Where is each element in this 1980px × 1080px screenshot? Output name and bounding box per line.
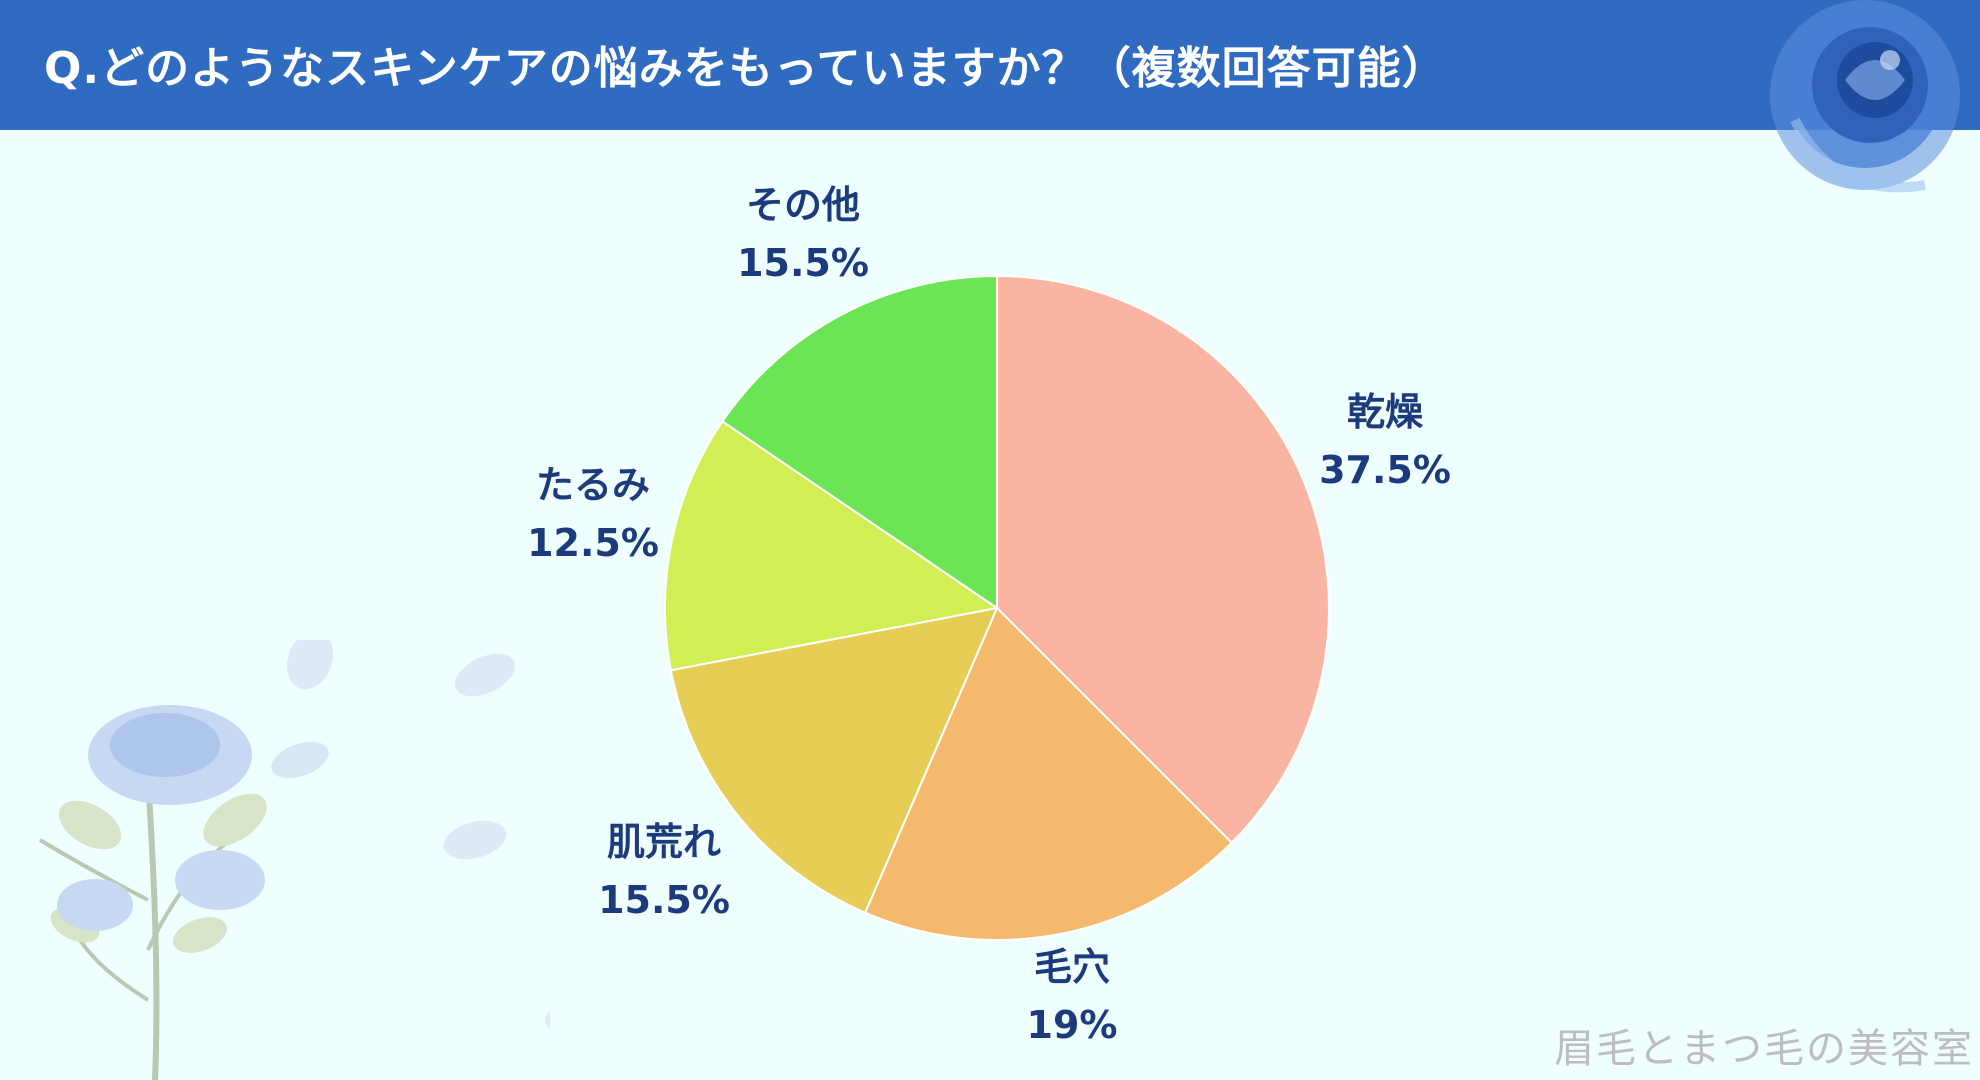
pie-slice-肌荒れ — [669, 606, 999, 915]
pie-slice-毛穴 — [863, 606, 1234, 941]
category-label: たるみ — [535, 463, 650, 507]
value-label: 19% — [1026, 1003, 1118, 1047]
label-毛穴: 毛穴 19% — [1027, 938, 1118, 1054]
category-label: 毛穴 — [1033, 945, 1110, 989]
page-title: Q.どのようなスキンケアの悩みをもっていますか？（複数回答可能） — [44, 43, 1447, 94]
value-label: 12.5% — [527, 521, 659, 565]
category-label: その他 — [745, 183, 860, 227]
pie-slice-たるみ — [664, 419, 1000, 672]
category-label: 肌荒れ — [606, 820, 721, 864]
header-bar: Q.どのようなスキンケアの悩みをもっていますか？（複数回答可能） — [0, 0, 1980, 130]
label-たるみ: たるみ 12.5% — [527, 456, 659, 572]
blue-rose-branch-icon — [38, 640, 550, 1080]
label-肌荒れ: 肌荒れ 15.5% — [598, 813, 730, 929]
blue-rose-icon — [1770, 0, 1960, 193]
pie-slice-その他 — [721, 274, 998, 610]
label-その他: その他 15.5% — [737, 176, 869, 292]
value-label: 15.5% — [737, 241, 869, 285]
watermark: 眉毛とまつ毛の美容室 — [1554, 1026, 1974, 1072]
value-label: 37.5% — [1319, 448, 1451, 492]
category-label: 乾燥 — [1346, 390, 1423, 434]
label-乾燥: 乾燥 37.5% — [1319, 383, 1451, 499]
pie-slice-乾燥 — [996, 274, 1330, 845]
value-label: 15.5% — [598, 878, 730, 922]
